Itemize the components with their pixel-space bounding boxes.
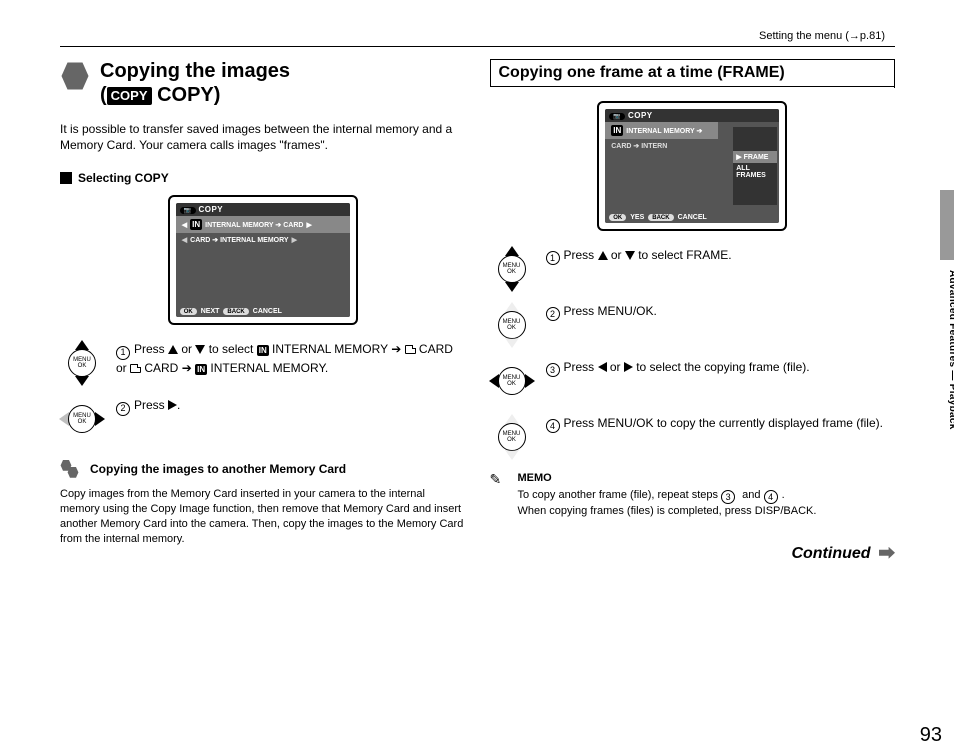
left-icon xyxy=(598,362,607,372)
r-step-3: 3Press or to select the copying frame (f… xyxy=(546,359,896,377)
dpad-vertical-icon: MENU OK xyxy=(60,341,104,385)
memo-heading: MEMO xyxy=(518,471,896,486)
section-title: Copying the images (COPY COPY) xyxy=(100,59,290,107)
r-step-4: 4Press MENU/OK to copy the currently dis… xyxy=(546,415,896,433)
card-icon xyxy=(405,345,416,354)
side-label: Advanced Features — Playback xyxy=(947,270,954,430)
memo-icon: ✎ xyxy=(490,471,508,519)
header-reference: Setting the menu (→p.81) xyxy=(60,30,895,42)
intro-text: It is possible to transfer saved images … xyxy=(60,121,466,153)
r-step-2: 2Press MENU/OK. xyxy=(546,303,896,321)
step-number-1: 1 xyxy=(116,346,130,360)
up-icon xyxy=(168,345,178,354)
in-icon: IN xyxy=(195,364,207,375)
right-icon xyxy=(624,362,633,372)
continued-label: Continued xyxy=(490,545,896,563)
sub-section-body: Copy images from the Memory Card inserte… xyxy=(60,487,466,546)
card-icon xyxy=(130,364,141,373)
left-column: Copying the images (COPY COPY) It is pos… xyxy=(60,59,466,563)
arrow-right-icon xyxy=(879,547,895,559)
step-1-text: 1Press or to select IN INTERNAL MEMORY ➔… xyxy=(116,341,466,376)
square-bullet-icon xyxy=(60,172,72,184)
up-icon xyxy=(598,251,608,260)
dpad-horizontal-icon: MENU OK xyxy=(490,359,534,403)
title-l2-suf: COPY) xyxy=(152,84,221,106)
rule xyxy=(60,46,895,47)
sub-section-title: Copying the images to another Memory Car… xyxy=(90,462,346,476)
copy-badge-icon: COPY xyxy=(107,87,152,105)
hex-small-icon xyxy=(60,459,80,479)
in-icon: IN xyxy=(257,345,269,356)
step-2-text: 2Press . xyxy=(116,397,466,415)
selecting-copy-label: Selecting COPY xyxy=(60,171,466,185)
page: Setting the menu (→p.81) Copying the ima… xyxy=(60,30,895,710)
step-number-2: 2 xyxy=(116,402,130,416)
dpad-vertical-icon: MENU OK xyxy=(490,247,534,291)
right-icon xyxy=(168,400,177,410)
dpad-ok-icon: MENU OK xyxy=(490,415,534,459)
memo-block: ✎ MEMO To copy another frame (file), rep… xyxy=(490,471,896,519)
hex-bullet-icon xyxy=(60,61,90,91)
r-step-1: 1Press or to select FRAME. xyxy=(546,247,896,265)
dpad-ok-icon: MENU OK xyxy=(490,303,534,347)
page-number: 93 xyxy=(920,724,942,747)
down-icon xyxy=(625,251,635,260)
title-line1: Copying the images xyxy=(100,60,290,82)
lcd-screen-2: 📷 COPY IN INTERNAL MEMORY ➔ CARD ➔ INTER… xyxy=(597,101,787,231)
title-l2-pre: ( xyxy=(100,84,107,106)
dpad-horizontal-icon: MENU OK xyxy=(60,397,104,441)
frame-title: Copying one frame at a time (FRAME) xyxy=(490,59,896,87)
right-column: Copying one frame at a time (FRAME) 📷 CO… xyxy=(490,59,896,563)
thumb-tab xyxy=(940,190,954,260)
down-icon xyxy=(195,345,205,354)
lcd-screen-1: 📷 COPY ◀ IN INTERNAL MEMORY ➔ CARD ▶ ◀ C… xyxy=(168,195,358,325)
